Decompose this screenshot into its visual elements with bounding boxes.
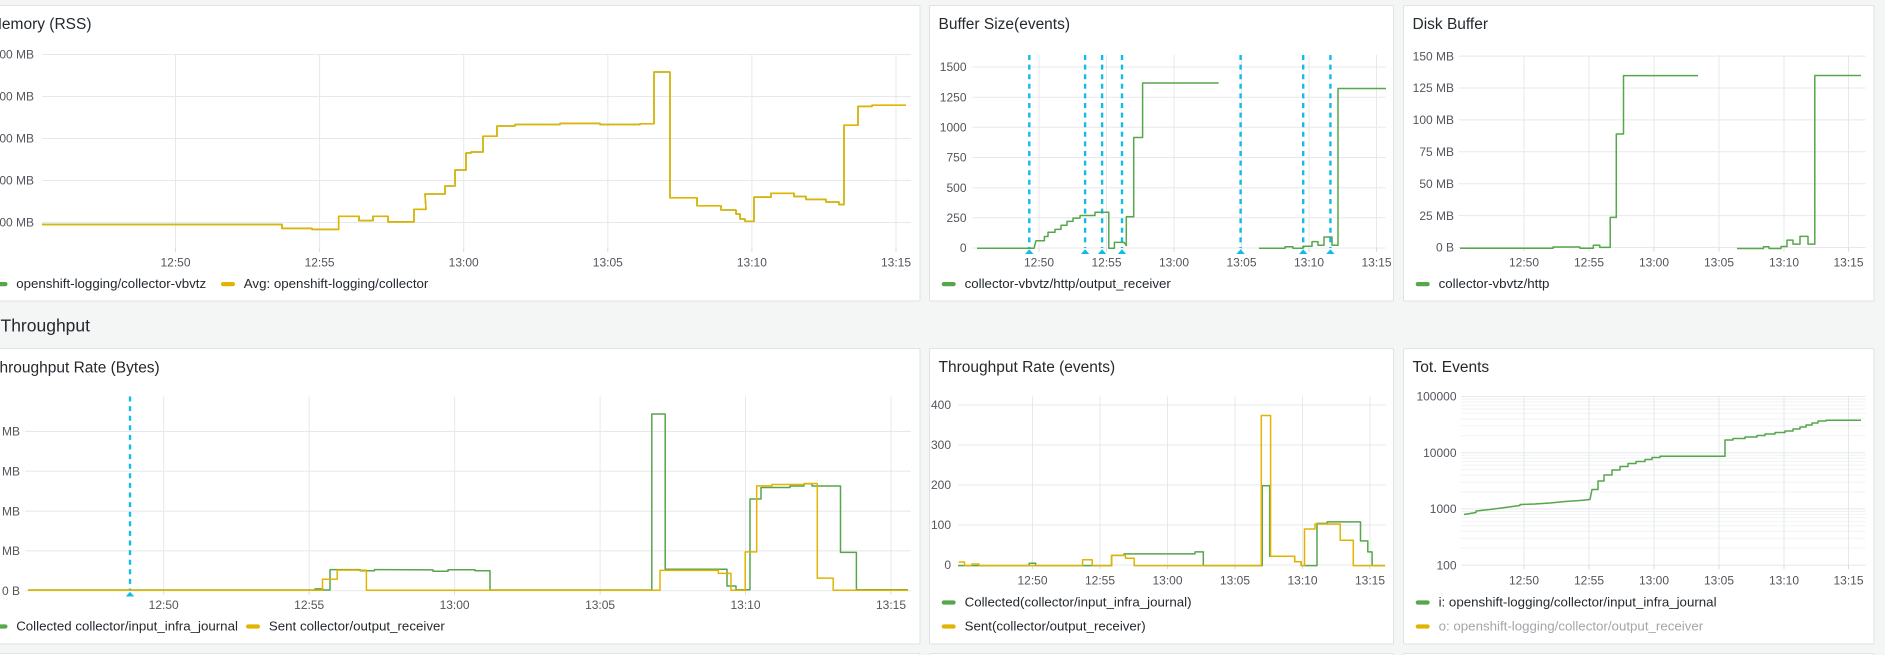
svg-text:13:10: 13:10 (737, 255, 767, 269)
svg-text:6 MB: 6 MB (0, 465, 20, 479)
svg-text:Throughput: Throughput (1, 316, 91, 336)
svg-text:13:15: 13:15 (1355, 574, 1385, 588)
svg-text:0 B: 0 B (1436, 241, 1454, 255)
svg-text:12:50: 12:50 (1509, 574, 1539, 588)
svg-text:1500: 1500 (940, 60, 967, 74)
svg-text:13:10: 13:10 (730, 598, 760, 612)
svg-text:Throughput Rate (Bytes): Throughput Rate (Bytes) (0, 360, 160, 377)
svg-text:300: 300 (931, 438, 951, 452)
svg-text:13:10: 13:10 (1769, 255, 1799, 269)
svg-text:25 MB: 25 MB (1419, 209, 1454, 223)
svg-text:100 MB: 100 MB (0, 216, 34, 230)
svg-text:13:05: 13:05 (585, 598, 615, 612)
svg-text:12:55: 12:55 (294, 598, 324, 612)
svg-text:13:15: 13:15 (1833, 255, 1863, 269)
svg-text:Collected collector/input_infr: Collected collector/input_infra_journal (16, 619, 238, 634)
svg-text:Throughput Rate (events): Throughput Rate (events) (939, 359, 1116, 376)
svg-text:400: 400 (931, 398, 951, 412)
svg-text:10000: 10000 (1423, 446, 1457, 460)
svg-text:12:55: 12:55 (1574, 255, 1604, 269)
svg-text:300 MB: 300 MB (0, 132, 34, 146)
svg-text:Sent(collector/output_receiver: Sent(collector/output_receiver) (965, 619, 1146, 634)
svg-text:13:15: 13:15 (1833, 574, 1863, 588)
svg-text:13:10: 13:10 (1769, 574, 1799, 588)
svg-text:13:00: 13:00 (1159, 255, 1189, 269)
svg-text:500 MB: 500 MB (0, 48, 34, 62)
svg-text:13:00: 13:00 (1152, 574, 1182, 588)
svg-text:150 MB: 150 MB (1413, 49, 1454, 63)
svg-text:13:15: 13:15 (1361, 255, 1391, 269)
svg-text:13:15: 13:15 (876, 598, 906, 612)
svg-text:Collected(collector/input_infr: Collected(collector/input_infra_journal) (965, 595, 1192, 610)
svg-text:Sent collector/output_receiver: Sent collector/output_receiver (269, 619, 445, 634)
svg-text:12:50: 12:50 (1017, 574, 1047, 588)
svg-text:125 MB: 125 MB (1413, 81, 1454, 95)
svg-text:12:55: 12:55 (1574, 574, 1604, 588)
svg-text:13:00: 13:00 (449, 255, 479, 269)
svg-text:200 MB: 200 MB (0, 174, 34, 188)
svg-text:openshift-logging/collector-vb: openshift-logging/collector-vbvtz (16, 276, 206, 291)
svg-text:12:50: 12:50 (1024, 255, 1054, 269)
svg-text:75 MB: 75 MB (1419, 145, 1454, 159)
svg-text:13:00: 13:00 (1639, 574, 1669, 588)
svg-text:i: openshift-logging/collector: i: openshift-logging/collector/input_inf… (1439, 595, 1717, 610)
svg-text:13:10: 13:10 (1287, 574, 1317, 588)
svg-text:13:05: 13:05 (1704, 574, 1734, 588)
svg-text:12:55: 12:55 (1085, 574, 1115, 588)
svg-text:2 MB: 2 MB (0, 544, 20, 558)
svg-text:12:55: 12:55 (305, 255, 335, 269)
svg-text:13:05: 13:05 (1226, 255, 1256, 269)
svg-text:13:00: 13:00 (440, 598, 470, 612)
svg-text:0: 0 (944, 558, 951, 572)
svg-text:0: 0 (960, 241, 967, 255)
svg-text:1000: 1000 (1430, 502, 1457, 516)
svg-text:1250: 1250 (940, 90, 967, 104)
svg-text:collector-vbvtz/http: collector-vbvtz/http (1439, 276, 1550, 291)
svg-text:12:50: 12:50 (160, 255, 190, 269)
svg-text:0 B: 0 B (2, 584, 20, 598)
svg-text:100: 100 (1436, 558, 1456, 572)
svg-text:Disk Buffer: Disk Buffer (1413, 16, 1489, 33)
svg-text:13:05: 13:05 (593, 255, 623, 269)
svg-text:750: 750 (946, 151, 966, 165)
svg-text:12:55: 12:55 (1091, 255, 1121, 269)
svg-text:Memory (RSS): Memory (RSS) (0, 16, 91, 33)
svg-text:250: 250 (946, 211, 966, 225)
svg-text:Buffer Size(events): Buffer Size(events) (939, 16, 1071, 33)
svg-text:1000: 1000 (940, 121, 967, 135)
svg-text:100: 100 (931, 518, 951, 532)
svg-text:13:05: 13:05 (1704, 255, 1734, 269)
svg-text:13:10: 13:10 (1294, 255, 1324, 269)
svg-text:8 MB: 8 MB (0, 425, 20, 439)
svg-text:50 MB: 50 MB (1419, 177, 1454, 191)
svg-text:Avg: openshift-logging/collect: Avg: openshift-logging/collector (244, 276, 429, 291)
svg-text:13:00: 13:00 (1639, 255, 1669, 269)
svg-text:13:05: 13:05 (1220, 574, 1250, 588)
svg-text:4 MB: 4 MB (0, 504, 20, 518)
svg-text:500: 500 (946, 181, 966, 195)
svg-text:Tot. Events: Tot. Events (1413, 359, 1490, 376)
svg-text:400 MB: 400 MB (0, 90, 34, 104)
svg-text:12:50: 12:50 (149, 598, 179, 612)
svg-text:12:50: 12:50 (1509, 255, 1539, 269)
svg-text:13:15: 13:15 (881, 255, 911, 269)
svg-text:100000: 100000 (1416, 390, 1456, 404)
svg-text:100 MB: 100 MB (1413, 113, 1454, 127)
svg-text:o: openshift-logging/collector: o: openshift-logging/collector/output_re… (1439, 619, 1704, 634)
svg-text:200: 200 (931, 478, 951, 492)
svg-text:collector-vbvtz/http/output_re: collector-vbvtz/http/output_receiver (965, 276, 1172, 291)
